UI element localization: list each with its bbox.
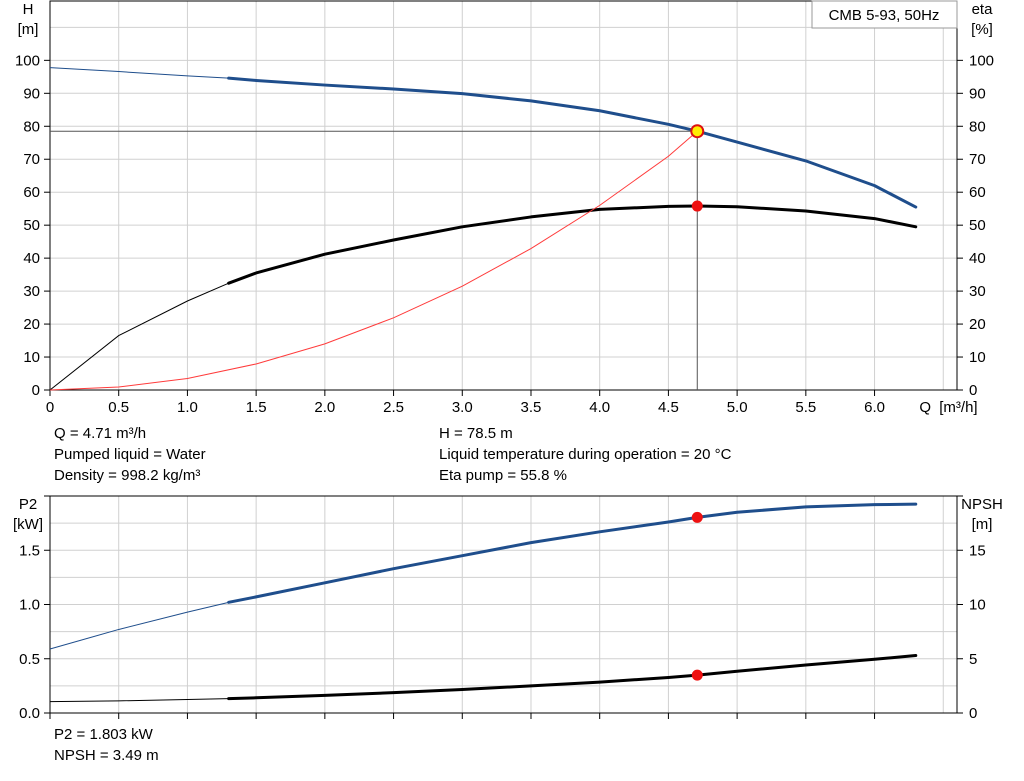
h-eta-left-tick-label: 90 — [23, 85, 40, 102]
x-tick-label: 4.0 — [589, 399, 610, 416]
legend-box-label: CMB 5-93, 50Hz — [829, 7, 940, 24]
x-tick-label: 5.0 — [727, 399, 748, 416]
legend-box — [811, 0, 958, 29]
h-eta-right-tick-label: 50 — [969, 217, 986, 234]
p2-npsh-left-axis-title: P2 — [19, 496, 37, 513]
h-eta-right-tick-label: 0 — [969, 382, 977, 399]
h-eta-left-tick-label: 80 — [23, 118, 40, 135]
p2-npsh-left-tick-label: 0.0 — [19, 705, 40, 722]
series-P2 — [227, 502, 918, 604]
p2-operating-point — [691, 511, 703, 523]
h-eta-left-axis-unit: [m] — [18, 21, 39, 38]
h-eta-left-tick-label: 0 — [32, 382, 40, 399]
h-eta-plot-area — [50, 1, 957, 390]
h-eta-right-tick-label: 10 — [969, 349, 986, 366]
p2-npsh-left-tick-label: 1.5 — [19, 542, 40, 559]
eta-operating-point — [691, 200, 703, 212]
h-eta-left-tick-label: 70 — [23, 151, 40, 168]
h-eta-right-tick-label: 20 — [969, 316, 986, 333]
p2-npsh-left-axis-unit: [kW] — [13, 516, 43, 533]
x-tick-label: 2.5 — [383, 399, 404, 416]
x-tick-label: 5.5 — [795, 399, 816, 416]
h-eta-left-tick-label: 50 — [23, 217, 40, 234]
x-tick-label: 2.0 — [314, 399, 335, 416]
info-q: Q = 4.71 m³/h — [54, 425, 147, 442]
info-liquid-temperature: Liquid temperature during operation = 20… — [439, 446, 732, 463]
series-eta-thin — [49, 282, 229, 391]
info-p2: P2 = 1.803 kW — [54, 726, 153, 743]
series-NPSH — [227, 653, 918, 701]
x-axis-unit: [m³/h] — [939, 399, 977, 416]
info-density: Density = 998.2 kg/m³ — [54, 467, 201, 484]
h-eta-left-axis-title: H — [23, 1, 34, 18]
series-system-thin — [49, 130, 698, 391]
p2-npsh-right-tick-label: 5 — [969, 651, 977, 668]
p2-npsh-right-tick-label: 0 — [969, 705, 977, 722]
npsh-operating-point — [691, 669, 703, 681]
h-eta-left-tick-label: 100 — [15, 52, 40, 69]
p2-npsh-right-axis-title: NPSH — [961, 496, 1003, 513]
info-pumped-liquid: Pumped liquid = Water — [54, 446, 206, 463]
p2-npsh-right-tick-label: 15 — [969, 542, 986, 559]
h-eta-frame — [49, 0, 958, 391]
h-operating-point — [690, 124, 705, 139]
x-tick-label: 1.0 — [177, 399, 198, 416]
series-H-thin — [49, 67, 229, 79]
x-axis-title: Q — [919, 399, 931, 416]
h-eta-right-tick-label: 40 — [969, 250, 986, 267]
info-h: H = 78.5 m — [439, 425, 513, 442]
p2-npsh-right-axis-unit: [m] — [972, 516, 993, 533]
series-P2-thin — [49, 601, 229, 650]
info-block-left: Q = 4.71 m³/h Pumped liquid = Water Dens… — [54, 423, 206, 486]
h-eta-left-tick-label: 30 — [23, 283, 40, 300]
x-tick-label: 3.5 — [521, 399, 542, 416]
h-eta-right-axis-title: eta — [972, 1, 994, 18]
h-eta-left-tick-label: 60 — [23, 184, 40, 201]
x-tick-label: 3.0 — [452, 399, 473, 416]
h-eta-right-tick-label: 100 — [969, 52, 994, 69]
p2-npsh-left-tick-label: 1.0 — [19, 597, 40, 614]
info-npsh: NPSH = 3.49 m — [54, 747, 159, 764]
h-eta-right-tick-label: 80 — [969, 118, 986, 135]
h-eta-right-tick-label: 70 — [969, 151, 986, 168]
x-tick-label: 4.5 — [658, 399, 679, 416]
x-tick-label: 0 — [46, 399, 54, 416]
h-eta-left-tick-label: 20 — [23, 316, 40, 333]
p2-npsh-left-tick-label: 0.5 — [19, 651, 40, 668]
h-eta-right-axis-unit: [%] — [971, 21, 993, 38]
x-tick-label: 0.5 — [108, 399, 129, 416]
h-eta-right-tick-label: 90 — [969, 85, 986, 102]
p2-npsh-right-tick-label: 10 — [969, 597, 986, 614]
h-eta-right-tick-label: 60 — [969, 184, 986, 201]
info-block-bottom: P2 = 1.803 kW NPSH = 3.49 m — [54, 724, 159, 766]
h-eta-right-tick-label: 30 — [969, 283, 986, 300]
h-eta-left-tick-label: 40 — [23, 250, 40, 267]
x-tick-label: 6.0 — [864, 399, 885, 416]
x-tick-label: 1.5 — [246, 399, 267, 416]
series-NPSH-thin — [49, 698, 229, 703]
series-eta — [227, 204, 918, 285]
h-eta-left-tick-label: 10 — [23, 349, 40, 366]
info-block-right: H = 78.5 m Liquid temperature during ope… — [439, 423, 731, 486]
info-eta-pump: Eta pump = 55.8 % — [439, 467, 567, 484]
series-H — [227, 76, 918, 209]
